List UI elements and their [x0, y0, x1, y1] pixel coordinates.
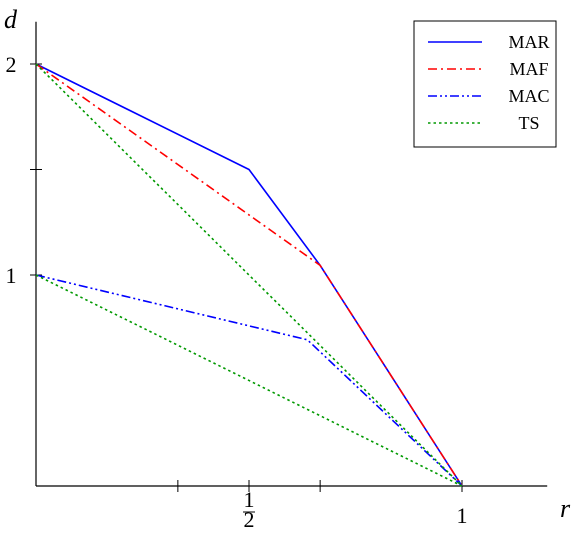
legend-label-ts: TS — [518, 113, 539, 133]
y-tick-label: 2 — [6, 52, 17, 77]
legend: MAR MAF MAC TS — [413, 20, 557, 148]
series-line-mac — [35, 274, 463, 487]
y-axis-label: d — [4, 5, 18, 34]
series-line-ts — [35, 274, 463, 487]
series-line-maf — [35, 63, 463, 487]
legend-label-mar: MAR — [508, 32, 549, 52]
x-tick-label-numerator: 1 — [244, 487, 255, 512]
x-axis-label: r — [560, 494, 571, 523]
legend-label-mac: MAC — [508, 86, 549, 106]
x-tick-label-denominator: 2 — [244, 507, 255, 532]
legend-label-maf: MAF — [509, 59, 548, 79]
y-tick-label: 1 — [6, 263, 17, 288]
x-tick-label: 1 — [457, 503, 468, 528]
series-line-ts — [35, 63, 463, 487]
series-lines — [35, 63, 463, 487]
